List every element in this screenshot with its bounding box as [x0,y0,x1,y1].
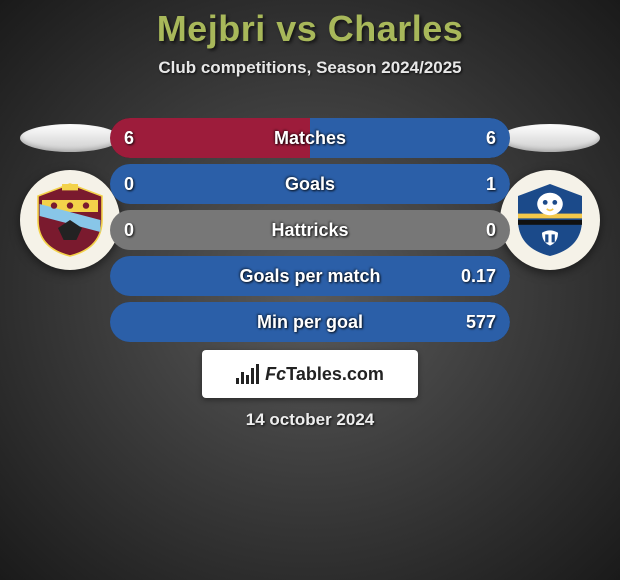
stat-label: Goals per match [239,266,380,287]
comparison-title: Mejbri vs Charles [0,0,620,50]
crest-left-svg [30,180,110,260]
crest-right-svg [510,180,590,260]
stat-row: Goals per match 0.17 [110,256,510,296]
comparison-subtitle: Club competitions, Season 2024/2025 [0,58,620,78]
stat-row: Min per goal 577 [110,302,510,342]
branding-badge: FcTables.com [202,350,418,398]
stats-container: 6 Matches 6 0 Goals 1 0 Hattricks 0 Goals per mat… [110,118,510,348]
branding-text: FcTables.com [265,364,384,385]
player-left-head [20,124,120,152]
stat-value-right: 577 [466,312,496,333]
stat-label: Goals [285,174,335,195]
stat-value-right: 1 [486,174,496,195]
club-crest-left [20,170,120,270]
stat-row: 6 Matches 6 [110,118,510,158]
stat-label: Matches [274,128,346,149]
stat-value-right: 0 [486,220,496,241]
stat-value-left: 6 [124,128,134,149]
club-crest-right [500,170,600,270]
chart-icon [236,364,259,384]
stat-value-left: 0 [124,220,134,241]
stat-value-right: 6 [486,128,496,149]
stat-row: 0 Goals 1 [110,164,510,204]
stat-value-right: 0.17 [461,266,496,287]
stat-label: Hattricks [271,220,348,241]
comparison-date: 14 october 2024 [0,410,620,430]
player-right-head [500,124,600,152]
stat-row: 0 Hattricks 0 [110,210,510,250]
stat-value-left: 0 [124,174,134,195]
stat-label: Min per goal [257,312,363,333]
